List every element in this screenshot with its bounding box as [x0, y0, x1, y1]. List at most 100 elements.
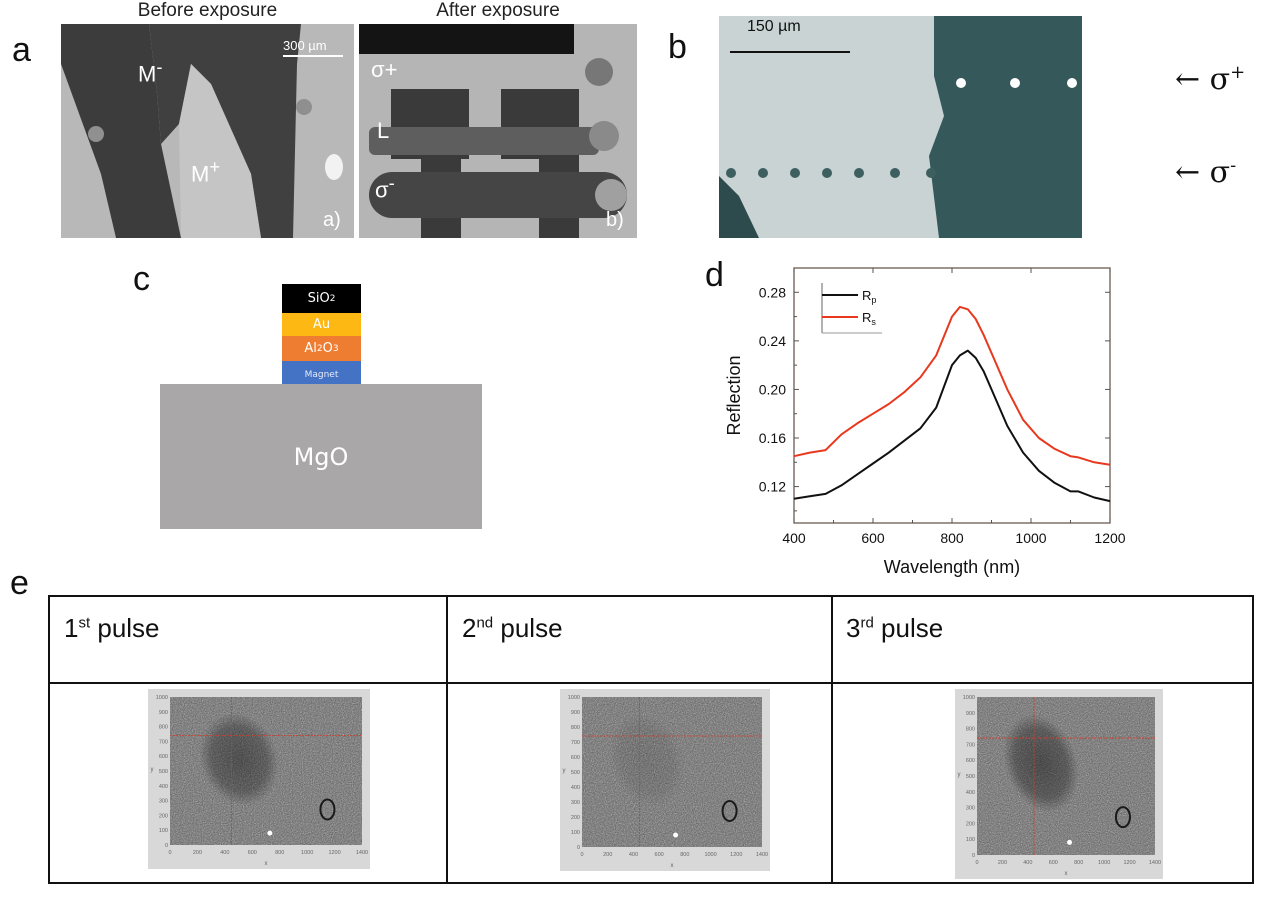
layer-al2o3-tail: O	[322, 341, 333, 356]
header-1-label: pulse	[90, 613, 160, 643]
thumb-x-tick: 1000	[301, 850, 313, 856]
x-tick-label: 1200	[1094, 530, 1125, 546]
thumb-y-tick: 300	[159, 799, 168, 805]
label-sigma-minus: σ-	[375, 172, 395, 203]
y-tick-label: 0.28	[759, 284, 786, 300]
series-line-rp	[793, 349, 1111, 503]
thumb-x-tick: 0	[168, 850, 171, 856]
thumb-x-tick: 1200	[328, 850, 340, 856]
thumb-y-tick: 800	[571, 725, 580, 731]
thumb-y-tick: 900	[159, 710, 168, 716]
header-2-label: pulse	[493, 613, 563, 643]
pulse-image-3: 0 200 400 600 800 1000 1200 1400 0 100 200 300 400 50…	[955, 689, 1163, 879]
layer-al2o3-sub1: 2	[316, 343, 323, 354]
y-axis-label: Reflection	[724, 355, 744, 435]
layer-al2o3: Al 2 O 3	[282, 336, 361, 361]
layer-sio2-sub: 2	[329, 293, 336, 304]
layer-magnet: Magnet	[282, 361, 361, 388]
thumb-y-tick: 500	[159, 769, 168, 775]
arrow-sigma-plus-text: ← σ	[1175, 62, 1231, 97]
table-header-1st-pulse: 1st pulse	[64, 613, 160, 644]
label-corner-a: a)	[323, 209, 341, 231]
header-1-sup: st	[78, 614, 91, 632]
scale-bar-label-300um: 300 µm	[283, 38, 327, 53]
label-l: L	[377, 118, 390, 143]
thumb-y-tick: 0	[972, 853, 975, 859]
label-m-plus-sup: +	[209, 156, 221, 177]
debris-feature	[319, 798, 336, 821]
label-m-minus-text: M	[138, 61, 157, 87]
thumb-y-label: y	[151, 767, 154, 773]
legend-label-sub: p	[871, 295, 876, 305]
exposure-spot	[609, 713, 685, 807]
thumb-y-label: y	[958, 772, 961, 778]
micrograph-domain-image	[719, 16, 1082, 238]
label-m-plus-text: M	[191, 161, 210, 187]
chart-axes: 400 600 800 1000 1200 0.12 0.16 0.20 0.24 0.28 Wav…	[724, 267, 1126, 577]
x-tick-label: 800	[940, 530, 964, 546]
label-sigma-plus: σ+	[371, 57, 398, 82]
thumb-y-tick: 1000	[963, 695, 975, 701]
pulse-image-1: 0 200 400 600 800 1000 1200 1400 0 100 200 300 400 50…	[148, 689, 370, 869]
arrow-sigma-plus-sup: +	[1230, 62, 1246, 83]
reflection-chart: 400 600 800 1000 1200 0.12 0.16 0.20 0.24 0.28 Wav…	[724, 267, 1126, 577]
caption-after-exposure: After exposure	[436, 0, 560, 21]
bright-speck	[673, 832, 679, 838]
layer-magnet-label: Magnet	[304, 369, 339, 380]
table-column-divider-1	[446, 597, 448, 882]
thumb-x-tick: 600	[655, 852, 664, 858]
thumb-y-tick: 200	[966, 821, 975, 827]
panel-letter-c: c	[133, 260, 150, 298]
chart-legend: Rp Rs	[821, 283, 882, 334]
x-axis-label: Wavelength (nm)	[884, 557, 1020, 577]
x-tick-label: 400	[782, 530, 806, 546]
caption-before-exposure: Before exposure	[137, 0, 278, 21]
panel-letter-d: d	[705, 256, 724, 294]
table-header-2nd-pulse: 2nd pulse	[462, 613, 563, 644]
header-1-num: 1	[64, 613, 79, 643]
thumb-x-tick: 1400	[1149, 860, 1161, 866]
chart-lines	[793, 305, 1111, 503]
label-m-minus: M-	[138, 56, 162, 87]
thumb-x-tick: 1400	[356, 850, 368, 856]
table-header-divider	[50, 682, 1252, 684]
header-3-sup: rd	[860, 614, 874, 632]
thumb-x-tick: 1000	[1098, 860, 1110, 866]
thumb-y-tick: 1000	[156, 695, 168, 701]
thumb-x-label: x	[265, 861, 268, 867]
thumb-y-tick: 200	[159, 813, 168, 819]
micrograph-before-exposure: M- M+ a) 300 µm	[61, 24, 354, 238]
thumb-x-tick: 1200	[730, 852, 742, 858]
thumb-y-tick: 600	[159, 754, 168, 760]
thumb-y-tick: 800	[966, 727, 975, 733]
thumb-x-tick: 400	[220, 850, 229, 856]
micrograph-after-image	[359, 24, 637, 238]
label-m-plus: M+	[191, 156, 220, 187]
thumb-y-tick: 400	[966, 790, 975, 796]
thumb-x-label: x	[1065, 871, 1068, 877]
bright-speck	[267, 830, 273, 836]
header-3-num: 3	[846, 613, 861, 643]
layer-al2o3-label: Al	[304, 341, 317, 356]
exposure-spot	[1003, 714, 1079, 813]
thumb-y-label: y	[563, 768, 566, 774]
x-tick-label: 1000	[1015, 530, 1046, 546]
label-corner-b: b)	[606, 209, 624, 231]
pulse-image-2: 0 200 400 600 800 1000 1200 1400 0 100 200 300 400 50…	[560, 689, 770, 871]
y-tick-label: 0.20	[759, 381, 786, 397]
thumb-y-tick: 600	[571, 755, 580, 761]
debris-feature	[1114, 806, 1131, 829]
scale-bar-label-150um: 150 µm	[747, 18, 801, 35]
arrow-label-sigma-minus: ← σ-	[1175, 155, 1236, 190]
arrow-sigma-minus-sup: -	[1230, 155, 1237, 176]
arrow-label-sigma-plus: ← σ+	[1175, 62, 1245, 97]
label-m-minus-sup: -	[156, 56, 163, 77]
thumb-x-tick: 1000	[704, 852, 716, 858]
arrow-sigma-minus-text: ← σ	[1175, 155, 1231, 190]
thumb-x-tick: 200	[998, 860, 1007, 866]
thumb-y-tick: 1000	[568, 695, 580, 701]
thumb-y-tick: 300	[571, 800, 580, 806]
thumb-x-tick: 800	[275, 850, 284, 856]
thumb-y-tick: 400	[571, 785, 580, 791]
thumb-y-tick: 700	[966, 742, 975, 748]
